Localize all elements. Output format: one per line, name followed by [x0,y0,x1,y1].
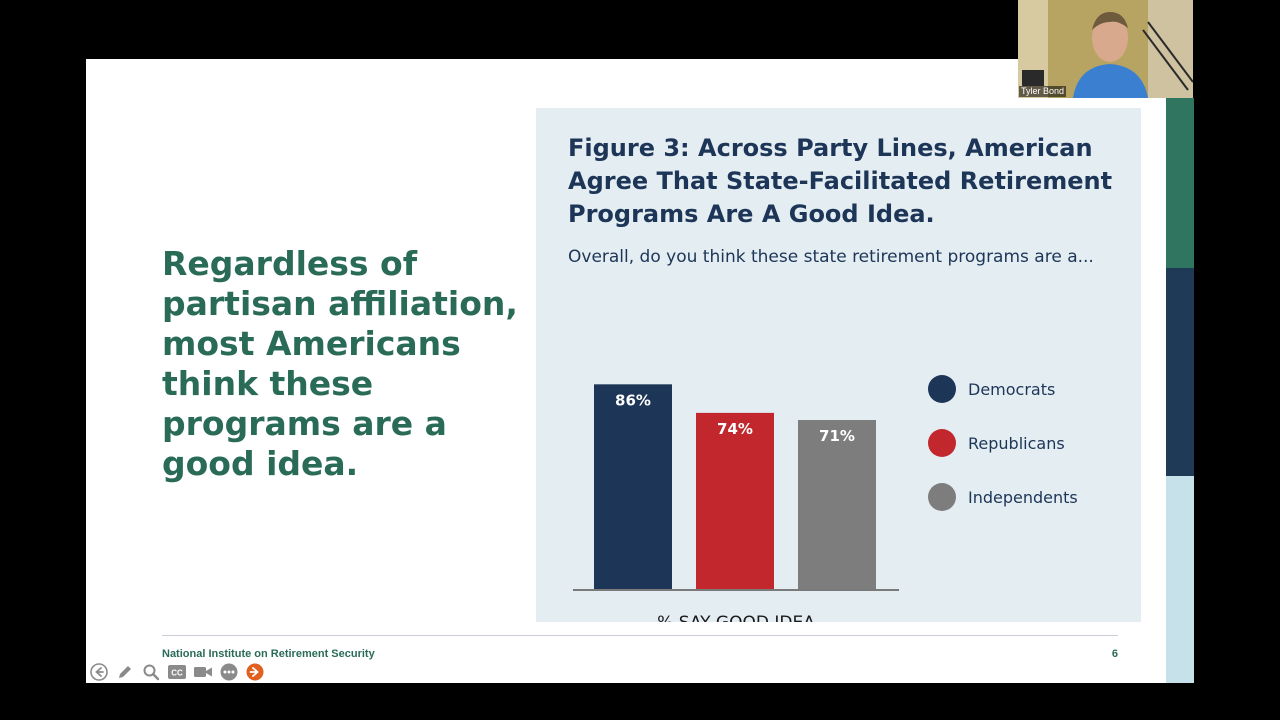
video-button[interactable] [192,661,214,683]
legend-swatch-democrats [928,375,956,403]
legend-swatch-republicans [928,429,956,457]
back-button[interactable] [88,661,110,683]
band-green-segment [1166,98,1194,268]
figure-panel: Figure 3: Across Party Lines, American A… [536,108,1141,622]
bar-independents [798,420,876,589]
legend-label-independents: Independents [968,488,1078,507]
captions-icon: CC [168,665,186,679]
slide-side-color-band [1166,98,1194,683]
figure-title-text: Across Party Lines, American Agree That … [568,134,1113,228]
slide-headline: Regardless of partisan affiliation, most… [162,244,518,483]
legend-label-democrats: Democrats [968,380,1055,399]
bar-republicans [696,412,774,589]
next-icon [246,663,264,681]
participant-video-feed [1018,0,1193,98]
figure-title: Figure 3: Across Party Lines, American A… [568,132,1138,231]
data-label-republicans: 74% [717,420,753,438]
participant-name-label: Tyler Bond [1019,86,1067,97]
band-navy-segment [1166,268,1194,476]
pen-icon [119,666,131,678]
back-icon [90,663,108,681]
bar-chart: 86% 74% 71% % SAY GOOD IDEA Democrats Republi… [573,375,1078,622]
next-button[interactable] [244,661,266,683]
legend-swatch-independents [928,483,956,511]
footer-divider [162,635,1118,636]
figure-label: Figure 3: [568,134,690,162]
data-label-democrats: 86% [615,391,651,409]
svg-text:CC: CC [171,669,183,678]
footer-organization: National Institute on Retirement Securit… [162,648,375,660]
more-options-button[interactable] [218,661,240,683]
pen-button[interactable] [114,661,136,683]
band-light-segment [1166,476,1194,683]
video-icon [194,667,212,677]
figure-subtitle: Overall, do you think these state retire… [568,247,1094,267]
legend-label-republicans: Republicans [968,434,1065,453]
zoom-button[interactable] [140,661,162,683]
slide-page-number: 6 [1111,648,1118,660]
x-axis-label: % SAY GOOD IDEA [657,613,815,622]
bar-democrats [594,384,672,589]
participant-video-thumbnail[interactable]: Tyler Bond [1018,0,1193,98]
captions-button[interactable]: CC [166,661,188,683]
more-icon [220,663,238,681]
presentation-toolbar: CC [86,661,266,683]
zoom-icon [143,664,160,681]
data-label-independents: 71% [819,427,855,445]
presentation-slide: Regardless of partisan affiliation, most… [86,59,1166,683]
